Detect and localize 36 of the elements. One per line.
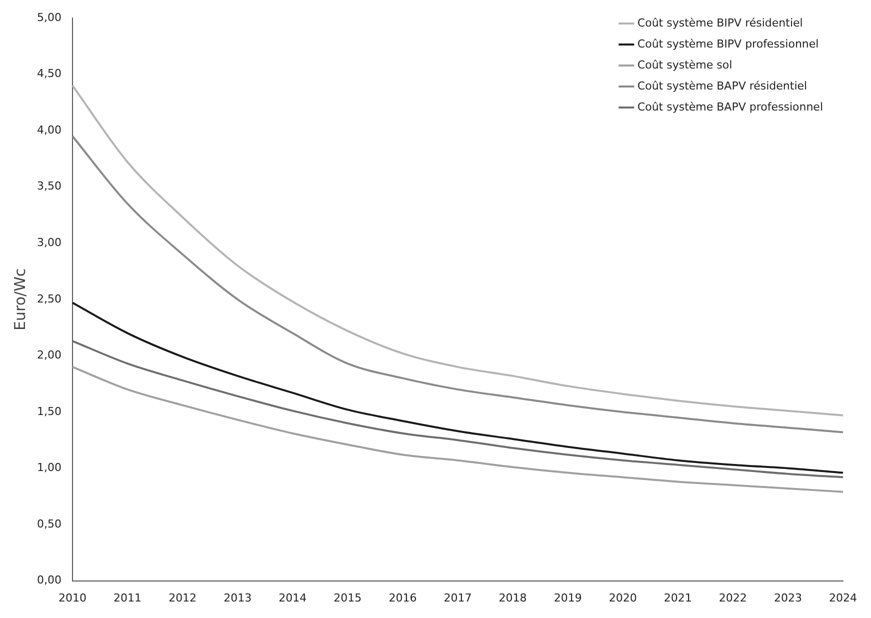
y-tick-label: 0,00 [36, 574, 62, 587]
line-series [71, 302, 844, 474]
y-tick-label: 5,00 [36, 10, 62, 24]
line-series [71, 135, 844, 434]
y-tick-label: 4,50 [36, 67, 62, 80]
legend-label: Coût système BAPV résidentiel [637, 79, 808, 92]
legend-label: Coût système BIPV résidentiel [637, 16, 803, 30]
line-series [71, 340, 844, 478]
x-tick-label: 2015 [334, 591, 362, 604]
x-tick-label: 2016 [388, 591, 417, 604]
legend-label: Coût système BIPV professionnel [637, 37, 819, 50]
legend-label: Coût système BAPV professionnel [637, 100, 824, 114]
x-tick-label: 2019 [554, 591, 582, 604]
y-axis-title: Euro/Wc [10, 268, 29, 330]
x-tick-label: 2021 [664, 591, 692, 604]
x-tick-label: 2011 [114, 591, 142, 604]
x-tick-label: 2014 [278, 591, 307, 604]
x-tick-label: 2022 [718, 591, 747, 604]
x-tick-label: 2012 [168, 591, 197, 604]
y-tick-label: 4,00 [36, 123, 62, 136]
legend-label: Coût système sol [637, 58, 732, 72]
line-series [71, 366, 844, 493]
x-tick-label: 2013 [224, 591, 252, 604]
y-tick-label: 2,50 [36, 292, 62, 306]
x-tick-label: 2017 [444, 591, 472, 604]
y-tick-label: 1,50 [36, 404, 62, 418]
x-tick-label: 2023 [774, 591, 802, 604]
y-tick-label: 1,00 [36, 461, 62, 474]
x-tick-label: 2024 [829, 591, 857, 604]
x-tick-label: 2018 [498, 591, 527, 604]
y-tick-label: 3,50 [36, 180, 62, 193]
x-tick-label: 2020 [608, 591, 637, 604]
y-tick-label: 3,00 [36, 236, 62, 249]
y-tick-label: 2,00 [36, 348, 62, 362]
y-tick-label: 0,50 [36, 517, 62, 530]
x-tick-label: 2010 [58, 591, 86, 604]
